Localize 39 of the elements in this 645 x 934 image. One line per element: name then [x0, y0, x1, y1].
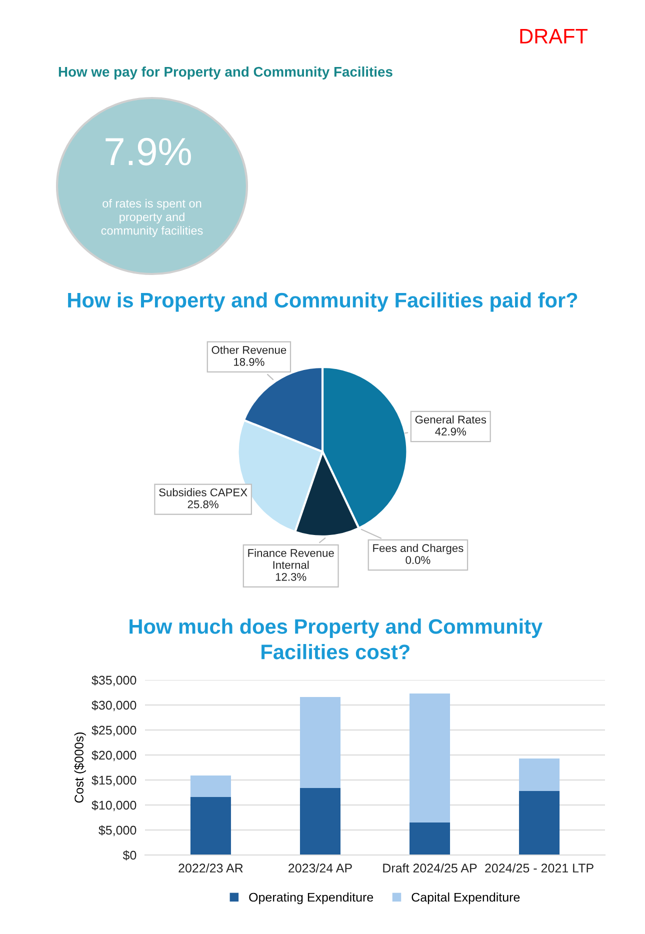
bar: [190, 776, 231, 797]
text: of rates is spent on property and community facilities: [101, 198, 203, 238]
slice-label: Finance Revenue Internal: [248, 548, 334, 569]
data-label: 12.3%: [276, 573, 306, 581]
text: 0.0%: [406, 556, 430, 564]
chart-title: How much does Property and Community Facilities cost?: [130, 618, 542, 660]
bar: [410, 694, 450, 822]
slice-label: Subsidies CAPEX: [159, 488, 248, 496]
legend-label: Fees and Charges: [373, 544, 464, 554]
x-tick-label: 2022/23 AR: [178, 863, 243, 873]
x-tick-label: 2024/25 - 2021 LTP: [485, 863, 594, 873]
chart-title: How is Property and Community Facilities paid for?: [68, 292, 578, 312]
text: DRAFT: [520, 29, 588, 44]
bar: [519, 791, 560, 855]
y-tick-label: $20,000: [92, 750, 136, 762]
y-tick-label: $30,000: [92, 700, 136, 712]
y-tick-label: $35,000: [92, 675, 136, 686]
text: How we pay for Property and Community Facilities: [58, 66, 392, 80]
bar: [410, 822, 450, 855]
legend-label: Operating Expenditure: [249, 892, 374, 904]
data-label: 25.8%: [188, 500, 218, 508]
bar: [300, 788, 340, 855]
slice-label: General Rates: [415, 415, 486, 424]
bar: [190, 797, 231, 855]
legend-label: Capital Expenditure: [412, 892, 520, 904]
x-tick-label: 2023/24 AP: [288, 863, 352, 873]
y-axis-title: Cost ($000s): [74, 732, 86, 803]
y-tick-label: $0: [122, 850, 136, 860]
x-tick-label: Draft 2024/25 AP: [383, 863, 477, 873]
bar: [300, 697, 340, 788]
data-label: 42.9%: [435, 428, 466, 436]
text: 7.9%: [106, 138, 191, 166]
y-tick-label: $5,000: [98, 825, 136, 836]
data-label: 18.9%: [234, 358, 264, 366]
y-tick-label: $25,000: [92, 725, 136, 736]
bar: [519, 758, 560, 791]
y-tick-label: $15,000: [92, 775, 136, 786]
slice-label: Other Revenue: [212, 346, 286, 354]
y-tick-label: $10,000: [92, 800, 136, 812]
